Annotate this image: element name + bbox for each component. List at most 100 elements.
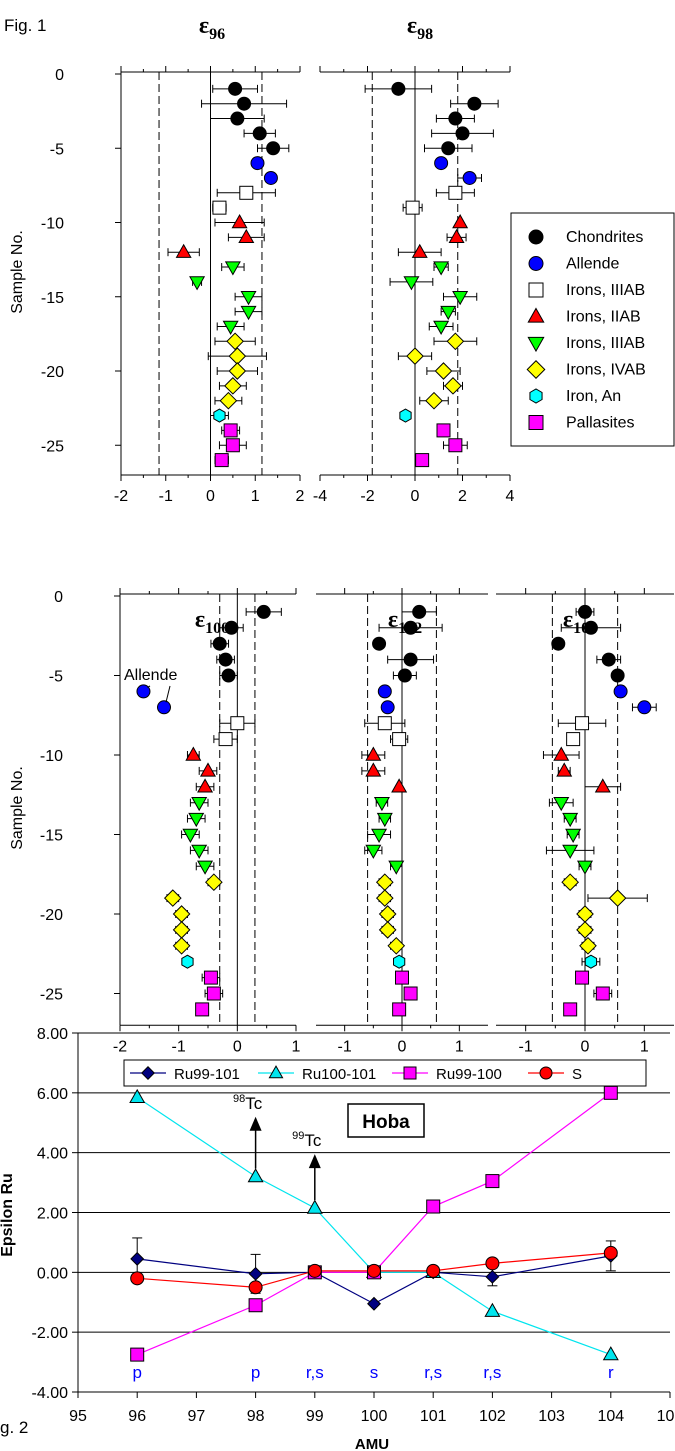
data-point <box>440 305 457 321</box>
legend-marker <box>529 388 543 404</box>
data-point <box>575 716 590 731</box>
data-point <box>205 873 223 892</box>
data-point <box>405 200 420 215</box>
series-point-s <box>367 1263 381 1278</box>
x-tick-label: 101 <box>420 1408 447 1425</box>
data-point <box>391 778 408 793</box>
x-tick-label: 98 <box>247 1408 265 1425</box>
x-tick-label: 97 <box>188 1408 206 1425</box>
x-tick-label: 0 <box>398 1038 407 1055</box>
y-tick-label: -4.00 <box>32 1385 69 1402</box>
legend-label: Irons, IIIAB <box>566 282 645 299</box>
data-point <box>566 732 581 747</box>
legend2-marker <box>539 1066 553 1080</box>
nucleo-label: r,s <box>483 1363 501 1382</box>
data-point <box>403 986 418 1001</box>
data-point <box>376 812 393 828</box>
legend-marker <box>528 256 544 271</box>
data-point <box>595 986 610 1001</box>
data-point <box>172 921 191 939</box>
data-point <box>436 423 451 438</box>
data-point <box>225 438 240 453</box>
series-point-s <box>603 1245 618 1260</box>
data-point <box>373 797 390 812</box>
x-tick-label: 96 <box>128 1408 146 1425</box>
tc-label: 98Tc <box>233 1093 263 1113</box>
series-point-s <box>130 1271 145 1286</box>
data-point <box>576 905 594 923</box>
data-point <box>239 185 254 200</box>
y-tick-label: -5 <box>50 141 64 158</box>
data-point <box>565 828 582 843</box>
data-point <box>403 620 418 635</box>
legend-label: Allende <box>566 256 619 273</box>
data-point <box>228 81 243 96</box>
data-point <box>395 970 409 985</box>
nucleo-label: r <box>608 1363 614 1382</box>
x-tick-label: 103 <box>538 1408 565 1425</box>
series-point-ru99_100 <box>603 1085 618 1100</box>
x-tick-label: 1 <box>251 488 260 505</box>
nucleo-label: r,s <box>306 1363 324 1382</box>
data-point <box>448 438 463 453</box>
data-point <box>185 746 202 761</box>
x-tick-label: -2 <box>360 488 374 505</box>
legend-label: Pallasites <box>566 415 634 432</box>
data-point <box>576 860 594 875</box>
data-point <box>434 362 453 380</box>
legend2-marker <box>268 1065 284 1079</box>
series-point-s <box>485 1256 500 1271</box>
y-tick-label: 0 <box>55 67 64 84</box>
fig2-label: g. 2 <box>0 1418 28 1437</box>
data-point <box>387 936 406 955</box>
data-point <box>378 905 397 923</box>
data-point <box>224 261 241 276</box>
data-point <box>172 936 191 955</box>
data-point <box>412 604 427 619</box>
data-point <box>562 812 579 828</box>
data-point <box>563 1002 578 1017</box>
data-point <box>637 700 652 715</box>
nucleo-label: p <box>251 1363 260 1382</box>
x-tick-label: 2 <box>296 488 305 505</box>
y-tick-label: -20 <box>41 364 64 381</box>
x-tick-label: 104 <box>597 1408 624 1425</box>
data-point <box>219 391 238 410</box>
data-point <box>403 652 418 667</box>
y-tick-label: -25 <box>41 438 64 455</box>
series-point-ru100_101 <box>602 1346 619 1361</box>
legend-box <box>510 212 675 447</box>
data-point <box>136 684 151 699</box>
data-point <box>191 797 208 812</box>
data-point <box>212 200 227 215</box>
data-point <box>575 970 590 985</box>
data-point <box>188 812 205 828</box>
data-point <box>256 604 271 619</box>
data-point <box>448 111 463 126</box>
legend-marker <box>527 336 545 353</box>
data-point <box>406 347 424 365</box>
panel-epsilon-104: ε104-101 <box>496 588 674 1055</box>
data-point <box>378 921 397 939</box>
series-point-ru99_101 <box>367 1296 381 1311</box>
annotation-leader <box>147 685 151 688</box>
data-point <box>221 668 236 683</box>
legend2-label: Ru99-100 <box>436 1066 502 1083</box>
data-point <box>231 214 248 229</box>
data-point <box>191 844 208 859</box>
panel-title: ε100 <box>195 607 229 637</box>
y-tick-label: -15 <box>40 828 63 845</box>
data-point <box>403 276 420 291</box>
data-point <box>214 453 229 468</box>
data-point <box>252 126 267 141</box>
legend-label: Irons, IIIAB <box>566 335 645 352</box>
series-line-ru99_101 <box>137 1255 611 1305</box>
data-point <box>594 778 611 793</box>
data-point <box>157 700 171 715</box>
data-point <box>371 828 388 843</box>
data-point <box>175 243 192 258</box>
x-tick-label: 1 <box>292 1038 301 1055</box>
